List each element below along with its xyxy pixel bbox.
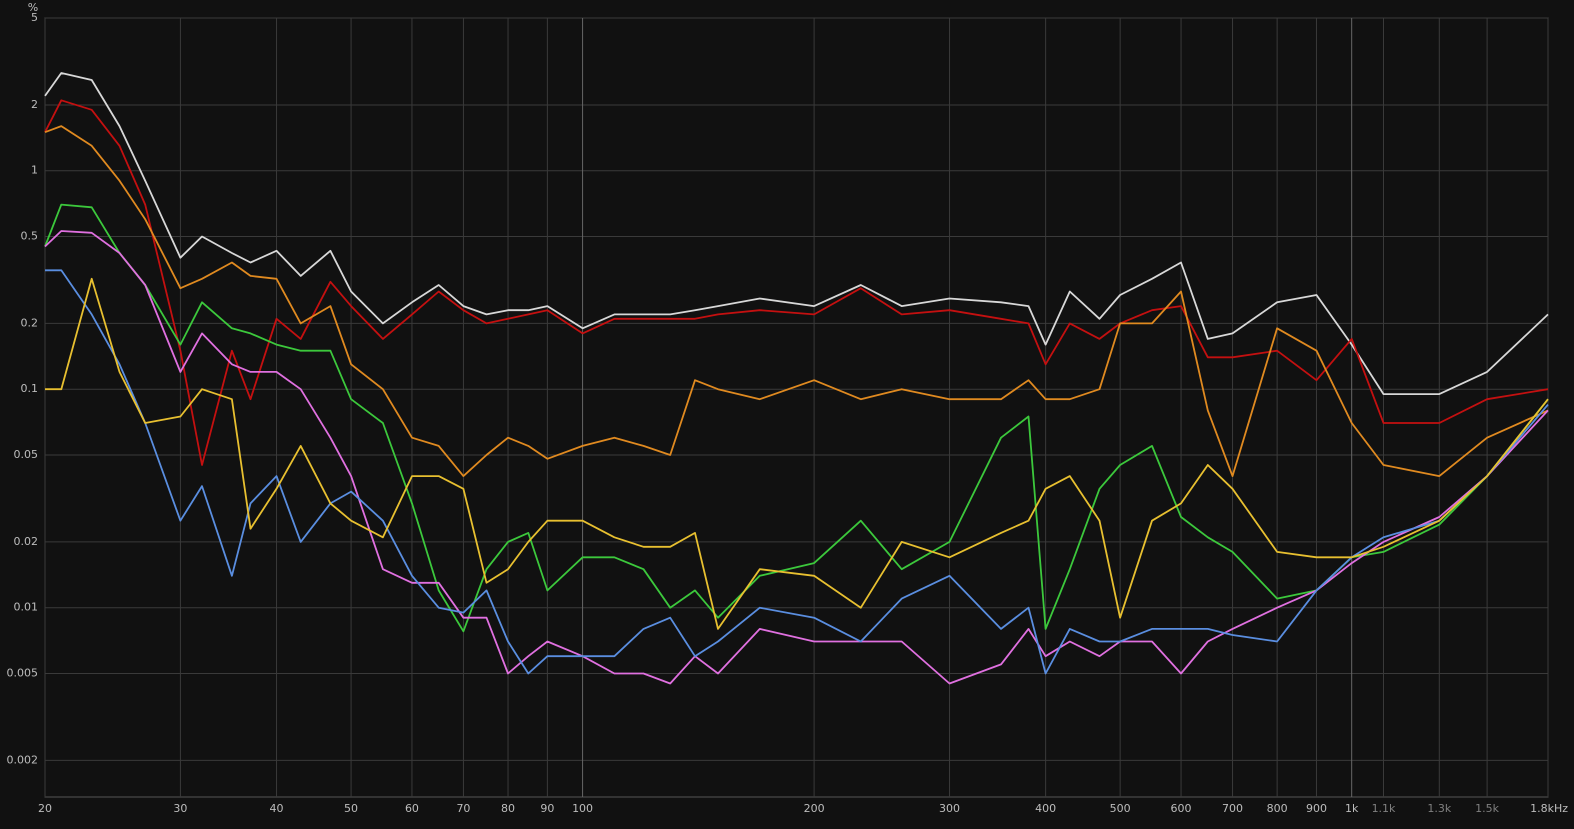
x-tick-label: 20: [38, 802, 52, 815]
series-line: [44, 125, 1549, 477]
x-tick-label: 300: [939, 802, 960, 815]
y-tick-label: 0.2: [21, 316, 39, 329]
x-tick-label: 500: [1110, 802, 1131, 815]
y-tick-label: 2: [31, 98, 38, 111]
y-tick-label: 0.005: [7, 666, 39, 679]
x-tick-label: 400: [1035, 802, 1056, 815]
y-unit: %: [28, 1, 38, 14]
x-tick-label: 1.3k: [1427, 802, 1451, 815]
series-line: [44, 203, 1549, 633]
x-tick-label: 40: [270, 802, 284, 815]
x-tick-label: 100: [572, 802, 593, 815]
x-tick-label: 700: [1222, 802, 1243, 815]
y-tick-label: 0.02: [14, 535, 39, 548]
x-tick-label: 50: [344, 802, 358, 815]
x-tick-label: 60: [405, 802, 419, 815]
y-tick-label: 0.01: [14, 601, 39, 614]
y-tick-label: 0.1: [21, 382, 39, 395]
x-tick-label: 900: [1306, 802, 1327, 815]
x-tick-label: 1.8kHz: [1530, 802, 1568, 815]
x-tick-label: 90: [540, 802, 554, 815]
y-tick-label: 0.05: [14, 448, 39, 461]
series-line: [45, 269, 1549, 675]
x-tick-label: 1.5k: [1475, 802, 1499, 815]
y-tick-label: 0.5: [21, 229, 39, 242]
x-tick-label: 1k: [1345, 802, 1359, 815]
y-tick-label: 0.002: [7, 753, 39, 766]
x-tick-label: 1.1k: [1372, 802, 1396, 815]
x-tick-label: 70: [456, 802, 470, 815]
series-line: [44, 230, 1549, 685]
x-tick-label: 600: [1171, 802, 1192, 815]
x-tick-label: 200: [804, 802, 825, 815]
x-tick-label: 80: [501, 802, 515, 815]
x-tick-label: 800: [1267, 802, 1288, 815]
series-line: [44, 72, 1549, 395]
series-line: [45, 277, 1549, 630]
series-line: [44, 99, 1549, 466]
y-tick-label: 1: [31, 164, 38, 177]
y-tick-label: 5: [31, 11, 38, 24]
x-tick-label: 30: [173, 802, 187, 815]
